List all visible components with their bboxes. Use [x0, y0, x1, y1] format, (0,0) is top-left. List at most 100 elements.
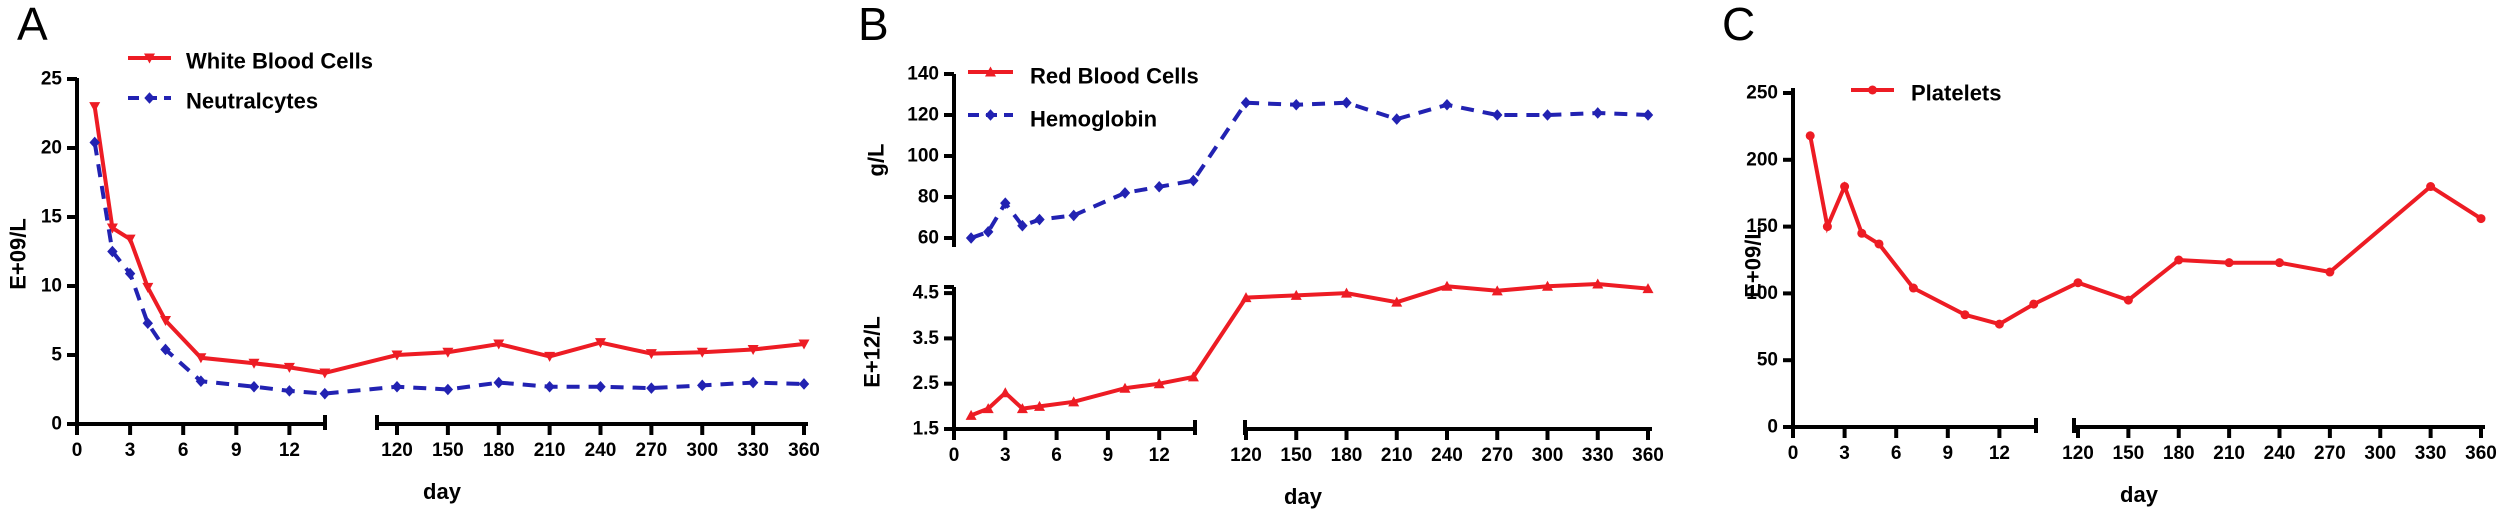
marker-circle	[2275, 258, 2284, 268]
x-tick-label: 3	[1000, 445, 1011, 466]
x-tick-label: 9	[1943, 443, 1954, 464]
x-tick-label: 3	[125, 440, 136, 461]
x-tick-label: 9	[1103, 445, 1114, 466]
x-tick-label: 210	[1381, 445, 1413, 466]
marker-circle	[1874, 239, 1884, 249]
marker-diamond	[983, 226, 994, 238]
marker-triangle-up	[1542, 280, 1553, 291]
marker-triangle-up	[1290, 289, 1302, 300]
marker-diamond	[1240, 96, 1252, 109]
marker-diamond	[1492, 109, 1503, 121]
marker-diamond	[1068, 209, 1079, 222]
x-tick-label: 270	[1481, 445, 1513, 466]
y-tick-label: 60	[918, 228, 939, 249]
y-tick-label: 0	[51, 414, 62, 435]
marker-diamond	[160, 343, 171, 356]
marker-triangle-up	[999, 387, 1011, 398]
x-tick-label: 300	[686, 440, 718, 461]
marker-circle	[1857, 228, 1867, 238]
marker-triangle-down	[544, 351, 556, 362]
series-neutralcytes	[89, 136, 810, 400]
x-axis: 0 3 6 9 12 120 150 180 210 240 270 300 330 360	[72, 415, 820, 461]
y-tick-label: 120	[907, 105, 939, 126]
marker-diamond	[1291, 98, 1302, 111]
marker-diamond	[697, 379, 708, 392]
marker-diamond	[142, 317, 153, 330]
marker-circle	[1822, 222, 1832, 232]
panel-b-label: B	[858, 0, 889, 50]
marker-diamond	[646, 382, 657, 394]
marker-triangle-down	[798, 339, 810, 350]
x-tick-label: 12	[1989, 443, 2010, 464]
y-tick-label: 15	[41, 207, 63, 228]
legend-swatches	[1851, 85, 1894, 95]
legend-label-platelets: Platelets	[1911, 81, 2002, 106]
marker-diamond	[284, 385, 295, 397]
marker-triangle-down	[283, 362, 295, 373]
x-tick-label: 0	[949, 445, 960, 466]
series-line	[970, 100, 1649, 240]
x-axis: 0 3 6 9 12 120 150 180 210 240 270 300 330 360	[949, 420, 1664, 466]
series-white-blood-cells	[89, 102, 810, 379]
marker-diamond	[1441, 98, 1453, 111]
marker-triangle-up	[965, 409, 977, 420]
marker-circle	[2174, 255, 2184, 265]
legend-swatches	[128, 53, 171, 104]
x-tick-label: 270	[636, 440, 668, 461]
marker-triangle-up	[1592, 278, 1604, 289]
marker-circle	[2426, 182, 2436, 192]
x-tick-label: 3	[1839, 443, 1850, 464]
marker-diamond	[1017, 219, 1028, 232]
marker-triangle-down	[391, 350, 403, 361]
marker-triangle-down	[747, 344, 759, 355]
x-tick-label: 0	[1788, 443, 1799, 464]
marker-diamond	[1154, 180, 1165, 193]
marker-diamond	[1642, 109, 1654, 121]
marker-circle	[1908, 283, 1918, 293]
y-axis-e-09-l: 0 5 10 15 20 25	[41, 69, 79, 435]
marker-triangle-up	[1153, 378, 1165, 389]
marker-circle	[1805, 131, 1815, 141]
marker-diamond	[595, 380, 606, 393]
x-tick-label: 6	[1891, 443, 1902, 464]
series-line	[970, 281, 1649, 418]
legend-label-red-blood-cells: Red Blood Cells	[1030, 64, 1199, 89]
x-tick-label: 120	[1230, 445, 1262, 466]
y-tick-label: 250	[1746, 83, 1778, 104]
marker-diamond	[248, 380, 260, 393]
x-tick-label: 12	[279, 440, 300, 461]
y-tick-label: 100	[1746, 283, 1778, 304]
marker-diamond	[747, 376, 759, 389]
y-tick-label: 150	[1746, 216, 1778, 237]
y-tick-label: 10	[41, 276, 62, 297]
x-tick-label: 210	[534, 440, 566, 461]
marker-triangle-down	[696, 347, 708, 358]
marker-triangle-down	[144, 53, 155, 64]
panel-b-plot: 60 80 100 120 140 1.5 2.5 3.5 4.5 0 3 6 9 12 120 150 180…	[907, 64, 1664, 467]
marker-triangle-up	[1034, 400, 1045, 411]
marker-circle	[2224, 258, 2234, 268]
marker-diamond	[1391, 113, 1402, 125]
marker-triangle-up	[1391, 296, 1403, 307]
y-tick-label: 2.5	[913, 373, 940, 394]
x-tick-label: 0	[72, 440, 83, 461]
marker-diamond	[798, 378, 810, 390]
series-platelets	[1805, 131, 2486, 329]
x-tick-label: 300	[2364, 443, 2396, 464]
marker-diamond	[442, 383, 454, 396]
x-tick-label: 270	[2314, 443, 2346, 464]
marker-triangle-up	[1187, 371, 1199, 382]
marker-diamond	[391, 380, 403, 393]
y-axis-g-l: 60 80 100 120 140	[907, 64, 956, 249]
marker-diamond	[89, 136, 100, 149]
x-tick-label: 240	[585, 440, 617, 461]
series-line	[92, 106, 805, 375]
x-tick-label: 180	[483, 440, 515, 461]
marker-diamond	[1034, 213, 1045, 226]
marker-triangle-up	[1016, 403, 1028, 414]
marker-triangle-down	[248, 358, 260, 369]
series-line	[1808, 135, 2483, 327]
marker-triangle-up	[1642, 283, 1654, 294]
